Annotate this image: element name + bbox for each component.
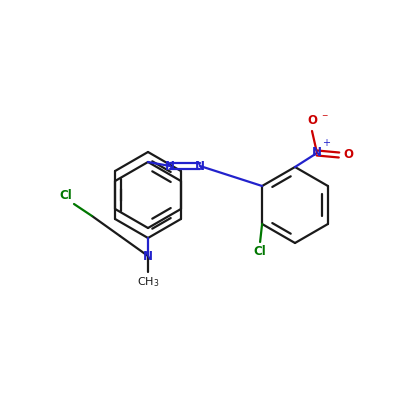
Text: N: N <box>312 146 322 160</box>
Text: $^-$: $^-$ <box>320 113 329 123</box>
Text: N: N <box>195 160 205 172</box>
Text: O: O <box>343 148 353 162</box>
Text: CH$_3$: CH$_3$ <box>137 275 159 289</box>
Text: +: + <box>322 138 330 148</box>
Text: N: N <box>165 160 175 172</box>
Text: N: N <box>143 250 153 262</box>
Text: Cl: Cl <box>59 189 72 202</box>
Text: O: O <box>307 114 317 127</box>
Text: Cl: Cl <box>254 245 266 258</box>
